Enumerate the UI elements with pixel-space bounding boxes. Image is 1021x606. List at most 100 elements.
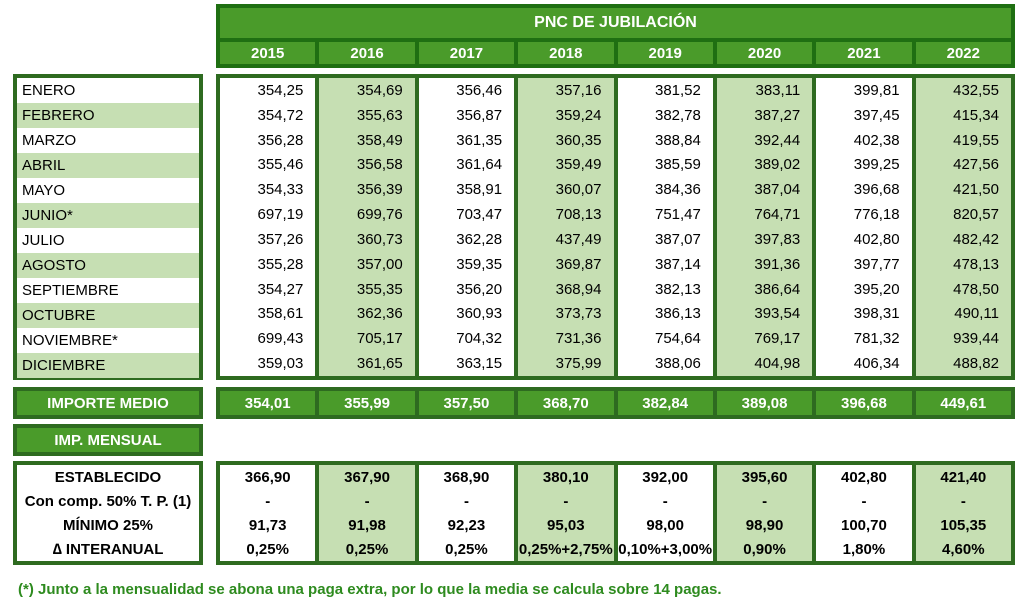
year-header: 2018 (518, 42, 614, 64)
table-cell: 382,78 (654, 106, 701, 124)
table-cell: 397,77 (853, 255, 900, 273)
table-cell: 388,06 (654, 355, 701, 373)
table-cell: 362,28 (456, 230, 503, 248)
table-cell: 358,91 (456, 181, 503, 199)
table-cell: 382,13 (654, 280, 701, 298)
table-cell: 387,07 (654, 230, 701, 248)
month-label: ABRIL (17, 153, 199, 178)
table-cell: 419,55 (953, 131, 999, 149)
table-cell: 356,46 (456, 81, 503, 99)
table-cell: 482,42 (953, 230, 999, 248)
table-cell: 359,03 (257, 355, 304, 373)
year-column: 356,46 356,87 361,35 361,64 358,91 703,47 362,… (418, 78, 515, 376)
table-cell: 705,17 (356, 330, 403, 348)
table-cell: 355,63 (356, 106, 403, 124)
table-cell: 362,36 (356, 305, 403, 323)
table-cell: - (762, 492, 768, 510)
importe-medio-row: 354,01 355,99 357,50 368,70 382,84 389,0… (216, 387, 1015, 419)
table-cell: 368,94 (555, 280, 602, 298)
table-cell: 754,64 (654, 330, 701, 348)
table-cell: 359,49 (555, 156, 602, 174)
table-cell: 386,13 (654, 305, 701, 323)
year-column: 381,52 382,78 388,84 385,59 384,36 751,47 387,… (617, 78, 713, 376)
table-cell: 354,33 (257, 181, 304, 199)
table-cell: 731,36 (555, 330, 602, 348)
table-cell: 392,00 (642, 468, 689, 486)
month-label: AGOSTO (17, 253, 199, 278)
table-cell: 399,81 (853, 81, 900, 99)
table-cell: - (960, 492, 966, 510)
year-header: 2019 (617, 42, 713, 64)
table-cell: 397,45 (853, 106, 900, 124)
table-cell: 697,19 (257, 206, 304, 224)
month-label: JULIO (17, 228, 199, 253)
table-cell: 0,25%+2,75% (518, 540, 613, 558)
year-column: 367,90 - 91,98 0,25% (319, 465, 415, 561)
year-column: 354,25 354,72 356,28 355,46 354,33 697,19 357,… (220, 78, 316, 376)
table-cell: 383,11 (755, 81, 801, 99)
year-header: 2016 (319, 42, 415, 64)
table-cell: 386,64 (754, 280, 801, 298)
year-header: 2015 (220, 42, 316, 64)
table-cell: 387,14 (654, 255, 701, 273)
table-cell: 402,80 (853, 230, 900, 248)
table-cell: 385,59 (654, 156, 701, 174)
table-cell: 381,52 (654, 81, 701, 99)
table-cell: 490,11 (954, 305, 999, 323)
table-cell: 432,55 (953, 81, 999, 99)
table-cell: 356,87 (456, 106, 503, 124)
table-cell: 404,98 (754, 355, 801, 373)
table-cell: 360,93 (456, 305, 503, 323)
table-cell: 356,20 (456, 280, 503, 298)
table-cell: 368,90 (443, 468, 490, 486)
table-cell: 100,70 (840, 516, 887, 534)
table-cell: 357,26 (257, 230, 304, 248)
table-cell: 357,16 (555, 81, 602, 99)
table-cell: 387,04 (754, 181, 801, 199)
table-cell: 704,32 (456, 330, 503, 348)
table-cell: 392,44 (754, 131, 801, 149)
table-cell: 92,23 (447, 516, 486, 534)
year-column: 380,10 - 95,03 0,25%+2,75% (518, 465, 614, 561)
month-label: ENERO (17, 78, 199, 103)
table-cell: 355,46 (257, 156, 304, 174)
table-cell: 699,76 (356, 206, 403, 224)
table-title: PNC DE JUBILACIÓN (220, 8, 1011, 38)
table-cell: 415,34 (953, 106, 999, 124)
table-cell: 395,20 (853, 280, 900, 298)
month-label-column: ENERO FEBRERO MARZO ABRIL MAYO JUNIO* JULIO AGO… (13, 74, 203, 380)
year-header: 2022 (915, 42, 1011, 64)
year-column: 383,11 387,27 392,44 389,02 387,04 764,71 397,… (716, 78, 813, 376)
table-cell: 820,57 (953, 206, 999, 224)
table-cell: 98,00 (646, 516, 684, 534)
table-cell: 354,69 (356, 81, 403, 99)
table-cell: 402,80 (840, 468, 887, 486)
table-cell: - (662, 492, 668, 510)
table-cell: 427,56 (953, 156, 999, 174)
table-cell: 0,25% (246, 540, 289, 558)
table-cell: - (563, 492, 569, 510)
table-cell: 0,25% (445, 540, 488, 558)
table-cell: 406,34 (853, 355, 900, 373)
bottom-row-label: ∆ INTERANUAL (52, 540, 164, 558)
table-cell: 388,84 (654, 131, 701, 149)
importe-medio-cell: 354,01 (220, 391, 316, 415)
table-cell: 391,36 (754, 255, 801, 273)
month-label: OCTUBRE (17, 303, 199, 328)
table-cell: 751,47 (654, 206, 701, 224)
table-cell: 781,32 (853, 330, 900, 348)
table-cell: 355,35 (356, 280, 403, 298)
year-column: 395,60 - 98,90 0,90% (716, 465, 813, 561)
table-cell: 361,64 (456, 156, 503, 174)
table-cell: 91,98 (348, 516, 386, 534)
importe-medio-cell: 449,61 (915, 391, 1011, 415)
table-cell: 105,35 (940, 516, 987, 534)
year-column: 432,55 415,34 419,55 427,56 421,50 820,57 482,… (915, 78, 1011, 376)
importe-medio-cell: 357,50 (418, 391, 515, 415)
importe-medio-cell: 389,08 (716, 391, 813, 415)
table-cell: 95,03 (547, 516, 585, 534)
year-column: 354,69 355,63 358,49 356,58 356,39 699,76 360,… (319, 78, 415, 376)
table-cell: 358,61 (257, 305, 304, 323)
month-label: MAYO (17, 178, 199, 203)
table-cell: 478,50 (953, 280, 999, 298)
